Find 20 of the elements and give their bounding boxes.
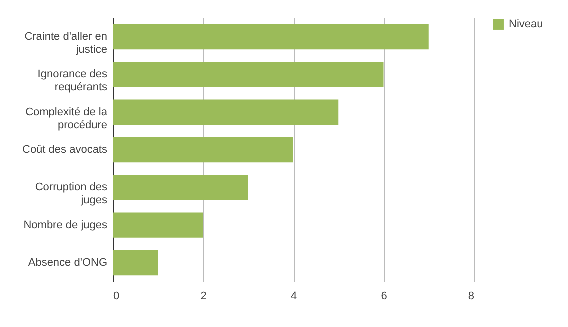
y-tick-label: Coût des avocats	[22, 144, 108, 156]
bar	[113, 250, 158, 276]
x-tick-label: 0	[114, 290, 120, 302]
x-tick-label: 6	[381, 290, 388, 302]
bar	[113, 212, 204, 238]
x-tick-label: 8	[468, 290, 474, 302]
y-tick-label: Ignorance des requérants	[38, 68, 108, 94]
y-tick-label: Corruption des juges	[35, 182, 108, 207]
legend-label: Niveau	[509, 18, 544, 30]
bar	[113, 62, 384, 88]
y-tick-label: Complexité de la procédure	[26, 106, 108, 132]
y-tick-label: Nombre de juges	[24, 219, 108, 232]
y-tick-label: Absence d'ONG	[28, 256, 108, 269]
y-tick-label: Crainte d'aller en justice	[24, 31, 108, 56]
bar	[113, 100, 339, 125]
bar	[113, 24, 429, 50]
x-tick-label: 2	[200, 290, 207, 302]
x-tick-label: 4	[290, 290, 298, 302]
bar	[113, 137, 294, 163]
bar	[113, 175, 248, 200]
